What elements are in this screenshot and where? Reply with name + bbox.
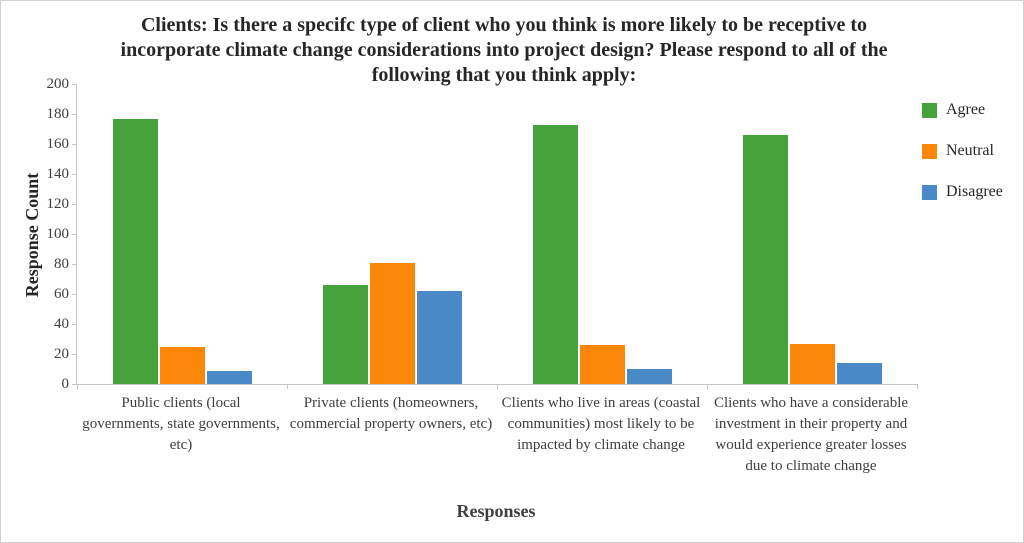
bar-group xyxy=(287,84,497,384)
plot-area: 0 20 40 60 80 100 120 140 160 180 200 xyxy=(47,76,918,392)
bar-group xyxy=(77,84,287,384)
legend-label: Neutral xyxy=(946,142,994,159)
bar-agree xyxy=(532,124,578,384)
y-tick-mark xyxy=(72,114,77,115)
y-tick-label: 0 xyxy=(61,376,70,392)
bar-disagree xyxy=(206,370,252,384)
bar-agree xyxy=(112,118,158,384)
legend-swatch-disagree xyxy=(922,184,937,200)
category-label: Public clients (local governments, state… xyxy=(82,395,280,453)
y-tick-mark xyxy=(72,324,77,325)
bar-neutral xyxy=(579,345,625,384)
y-tick-label: 20 xyxy=(54,346,69,362)
bar-neutral xyxy=(159,346,205,384)
y-tick-label: 60 xyxy=(54,286,69,302)
chart-title: Clients: Is there a specifc type of clie… xyxy=(120,14,888,86)
x-axis-title: Responses xyxy=(456,501,536,521)
bar-group xyxy=(497,84,707,384)
legend-item: Neutral xyxy=(922,142,1003,159)
y-tick-mark xyxy=(72,384,77,385)
y-tick-mark xyxy=(72,234,77,235)
x-tick-mark xyxy=(707,384,708,389)
bar-disagree xyxy=(626,369,672,384)
y-tick-label: 40 xyxy=(54,316,69,332)
y-tick-label: 200 xyxy=(46,76,70,92)
legend-item: Agree xyxy=(922,101,1003,118)
x-tick-mark xyxy=(917,384,918,389)
x-tick-mark xyxy=(77,384,78,389)
y-tick-mark xyxy=(72,174,77,175)
category-label: Clients who have a considerable investme… xyxy=(713,395,909,474)
y-tick-mark xyxy=(72,264,77,265)
y-tick-label: 180 xyxy=(46,106,70,122)
x-tick-mark xyxy=(497,384,498,389)
bar-disagree xyxy=(836,363,882,384)
x-axis-labels: Public clients (local governments, state… xyxy=(76,393,916,477)
y-tick-label: 120 xyxy=(46,196,70,212)
y-tick-label: 100 xyxy=(46,226,70,242)
legend-label: Agree xyxy=(946,101,986,118)
y-tick-mark xyxy=(72,144,77,145)
bars-container xyxy=(77,84,917,384)
y-tick-label: 160 xyxy=(46,136,70,152)
bar-neutral xyxy=(789,343,835,384)
y-tick-mark xyxy=(72,204,77,205)
legend-swatch-neutral xyxy=(922,143,937,159)
bar-group xyxy=(707,84,917,384)
legend-swatch-agree xyxy=(922,102,937,118)
bar-agree xyxy=(742,135,788,384)
category-label: Private clients (homeowners, commercial … xyxy=(289,395,493,432)
bar-agree xyxy=(322,285,368,384)
y-tick-mark xyxy=(72,294,77,295)
legend-label: Disagree xyxy=(946,183,1003,200)
y-tick-label: 140 xyxy=(46,166,70,182)
y-tick-label: 80 xyxy=(54,256,69,272)
category-label: Clients who live in areas (coastal commu… xyxy=(501,395,701,453)
y-tick-mark xyxy=(72,354,77,355)
x-tick-mark xyxy=(287,384,288,389)
legend: Agree Neutral Disagree xyxy=(922,101,1003,225)
bar-neutral xyxy=(369,262,415,384)
y-tick-mark xyxy=(72,84,77,85)
bar-disagree xyxy=(416,291,462,384)
legend-item: Disagree xyxy=(922,183,1003,200)
